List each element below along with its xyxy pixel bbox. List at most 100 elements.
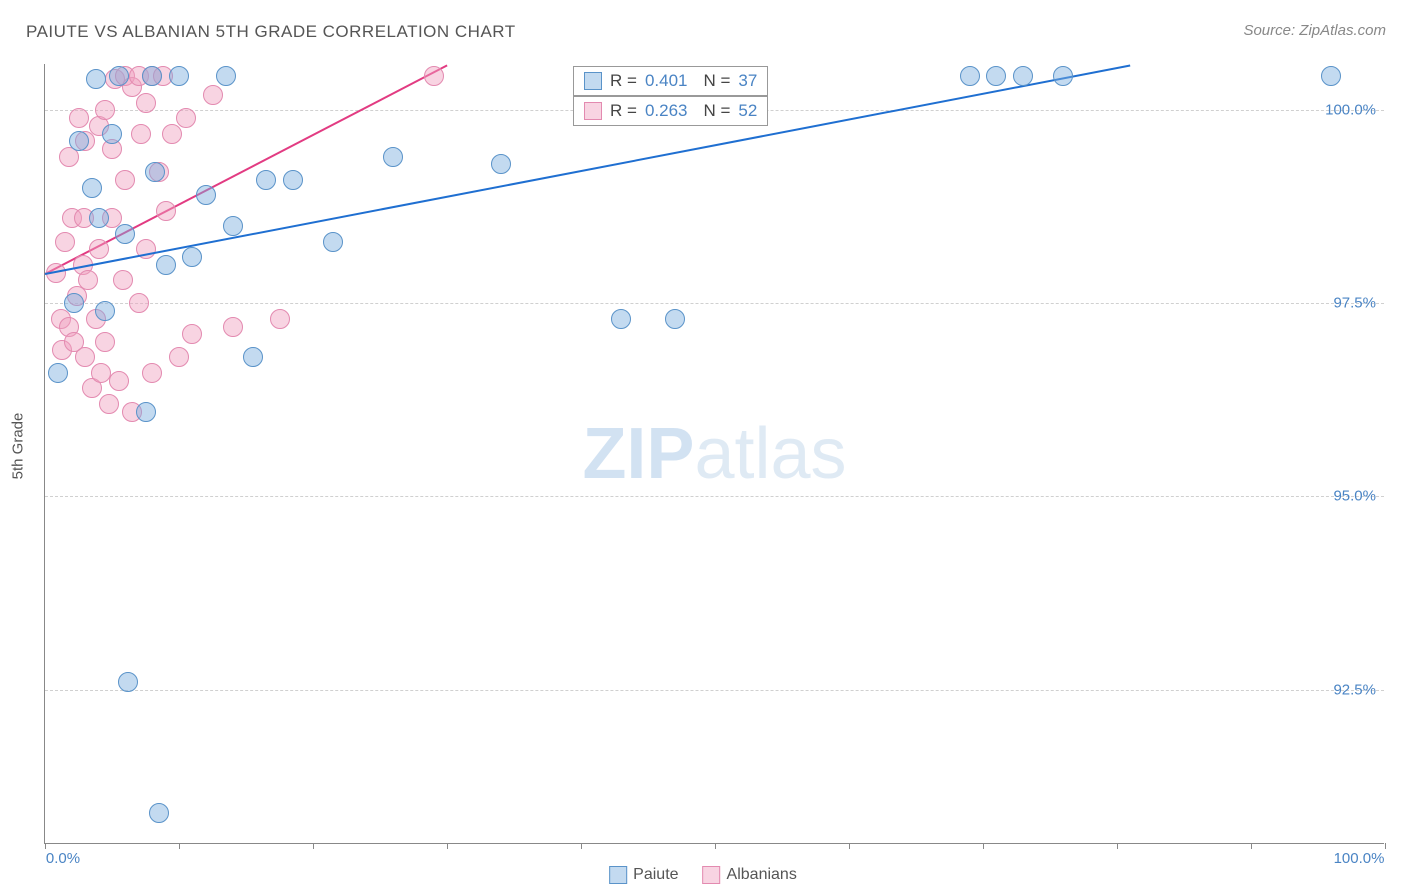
x-tick-label: 0.0% bbox=[46, 850, 80, 867]
data-point-paiute bbox=[323, 232, 343, 252]
data-point-paiute bbox=[115, 224, 135, 244]
data-point-paiute bbox=[136, 402, 156, 422]
legend-item-albanians: Albanians bbox=[703, 866, 797, 884]
data-point-paiute bbox=[109, 66, 129, 86]
legend-label-albanians: Albanians bbox=[727, 866, 797, 884]
data-point-albanians bbox=[55, 232, 75, 252]
gridline bbox=[45, 303, 1384, 304]
statbox-n-value: 37 bbox=[738, 71, 757, 91]
data-point-albanians bbox=[95, 332, 115, 352]
x-tick bbox=[313, 843, 314, 849]
legend-item-paiute: Paiute bbox=[609, 866, 678, 884]
y-tick-label: 100.0% bbox=[1325, 102, 1376, 119]
bottom-legend: Paiute Albanians bbox=[609, 866, 797, 884]
data-point-albanians bbox=[95, 100, 115, 120]
data-point-paiute bbox=[64, 293, 84, 313]
data-point-paiute bbox=[223, 216, 243, 236]
data-point-albanians bbox=[75, 347, 95, 367]
statbox-n-value: 52 bbox=[738, 101, 757, 121]
data-point-paiute bbox=[383, 147, 403, 167]
gridline bbox=[45, 690, 1384, 691]
statbox-albanians: R = 0.263 N = 52 bbox=[573, 96, 768, 126]
x-tick bbox=[849, 843, 850, 849]
data-point-paiute bbox=[145, 162, 165, 182]
statbox-n-label: N = bbox=[703, 101, 730, 121]
data-point-paiute bbox=[86, 69, 106, 89]
data-point-paiute bbox=[48, 363, 68, 383]
data-point-albanians bbox=[129, 293, 149, 313]
data-point-paiute bbox=[142, 66, 162, 86]
x-tick bbox=[581, 843, 582, 849]
data-point-paiute bbox=[665, 309, 685, 329]
data-point-albanians bbox=[162, 124, 182, 144]
statbox-r-label: R = bbox=[610, 71, 637, 91]
data-point-paiute bbox=[89, 208, 109, 228]
data-point-paiute bbox=[216, 66, 236, 86]
data-point-albanians bbox=[131, 124, 151, 144]
chart-container: PAIUTE VS ALBANIAN 5TH GRADE CORRELATION… bbox=[0, 0, 1406, 892]
data-point-paiute bbox=[1053, 66, 1073, 86]
data-point-paiute bbox=[256, 170, 276, 190]
data-point-albanians bbox=[270, 309, 290, 329]
data-point-paiute bbox=[196, 185, 216, 205]
data-point-paiute bbox=[1013, 66, 1033, 86]
watermark-light: atlas bbox=[694, 414, 846, 494]
watermark-bold: ZIP bbox=[582, 414, 694, 494]
chart-title: PAIUTE VS ALBANIAN 5TH GRADE CORRELATION… bbox=[26, 22, 516, 42]
statbox-n-label: N = bbox=[703, 71, 730, 91]
data-point-paiute bbox=[283, 170, 303, 190]
data-point-paiute bbox=[169, 66, 189, 86]
x-tick bbox=[983, 843, 984, 849]
data-point-paiute bbox=[95, 301, 115, 321]
source-label: Source: ZipAtlas.com bbox=[1243, 22, 1386, 39]
data-point-paiute bbox=[182, 247, 202, 267]
x-tick bbox=[715, 843, 716, 849]
x-tick bbox=[447, 843, 448, 849]
data-point-albanians bbox=[169, 347, 189, 367]
data-point-paiute bbox=[1321, 66, 1341, 86]
y-tick-label: 97.5% bbox=[1333, 295, 1376, 312]
data-point-paiute bbox=[118, 672, 138, 692]
data-point-paiute bbox=[156, 255, 176, 275]
data-point-paiute bbox=[69, 131, 89, 151]
gridline bbox=[45, 496, 1384, 497]
statbox-paiute: R = 0.401 N = 37 bbox=[573, 66, 768, 96]
data-point-paiute bbox=[491, 154, 511, 174]
data-point-albanians bbox=[113, 270, 133, 290]
data-point-albanians bbox=[69, 108, 89, 128]
legend-label-paiute: Paiute bbox=[633, 866, 678, 884]
data-point-paiute bbox=[611, 309, 631, 329]
data-point-albanians bbox=[223, 317, 243, 337]
data-point-albanians bbox=[99, 394, 119, 414]
data-point-albanians bbox=[115, 170, 135, 190]
data-point-albanians bbox=[182, 324, 202, 344]
x-tick-label: 100.0% bbox=[1334, 850, 1385, 867]
data-point-paiute bbox=[986, 66, 1006, 86]
data-point-albanians bbox=[424, 66, 444, 86]
data-point-albanians bbox=[136, 93, 156, 113]
data-point-paiute bbox=[82, 178, 102, 198]
x-tick bbox=[179, 843, 180, 849]
plot-area: ZIPatlas 100.0%97.5%95.0%92.5%0.0%100.0%… bbox=[44, 64, 1384, 844]
data-point-paiute bbox=[243, 347, 263, 367]
data-point-paiute bbox=[149, 803, 169, 823]
x-tick bbox=[1385, 843, 1386, 849]
statbox-r-value: 0.263 bbox=[645, 101, 688, 121]
legend-swatch-paiute bbox=[609, 866, 627, 884]
watermark: ZIPatlas bbox=[582, 413, 846, 495]
data-point-albanians bbox=[109, 371, 129, 391]
y-tick-label: 92.5% bbox=[1333, 681, 1376, 698]
y-tick-label: 95.0% bbox=[1333, 488, 1376, 505]
y-axis-label: 5th Grade bbox=[10, 413, 27, 480]
data-point-albanians bbox=[89, 239, 109, 259]
statbox-r-value: 0.401 bbox=[645, 71, 688, 91]
data-point-paiute bbox=[960, 66, 980, 86]
data-point-albanians bbox=[203, 85, 223, 105]
x-tick bbox=[1251, 843, 1252, 849]
data-point-albanians bbox=[142, 363, 162, 383]
statbox-swatch-paiute bbox=[584, 72, 602, 90]
statbox-r-label: R = bbox=[610, 101, 637, 121]
x-tick bbox=[45, 843, 46, 849]
data-point-paiute bbox=[102, 124, 122, 144]
x-tick bbox=[1117, 843, 1118, 849]
